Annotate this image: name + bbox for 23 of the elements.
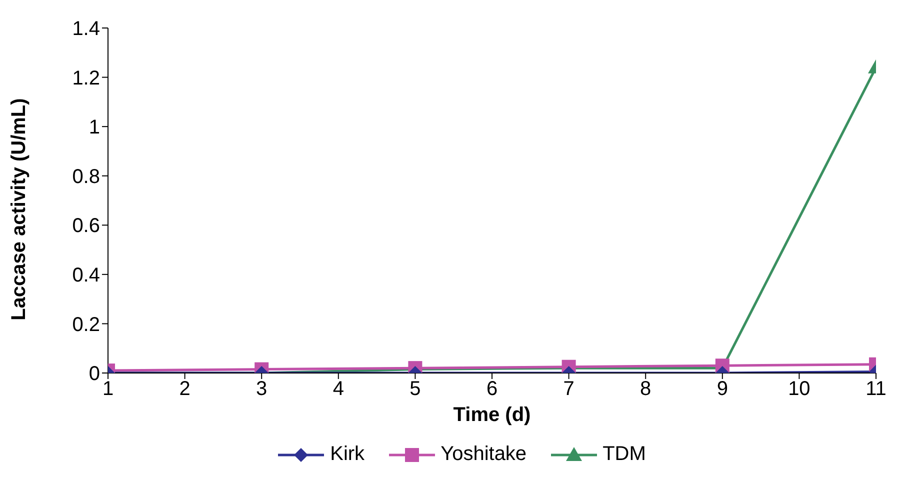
y-tick-label: 0 bbox=[88, 363, 100, 386]
x-tick-label: 4 bbox=[332, 378, 344, 400]
x-tick-label: 11 bbox=[866, 378, 886, 400]
y-tick-label: 1 bbox=[88, 116, 100, 139]
legend-label: TDM bbox=[602, 443, 646, 466]
y-axis-title: Laccase activity (U/mL) bbox=[8, 98, 30, 320]
x-tick-label: 3 bbox=[256, 378, 268, 400]
x-tick-label: 10 bbox=[788, 378, 810, 400]
x-tick-label: 6 bbox=[486, 378, 498, 400]
y-tick-label: 0.6 bbox=[72, 215, 100, 238]
legend-label: Kirk bbox=[330, 443, 365, 466]
x-tick-label: 8 bbox=[640, 378, 652, 400]
legend-label: Yoshitake bbox=[440, 443, 527, 466]
x-tick-label: 9 bbox=[716, 378, 728, 400]
x-tick-label: 2 bbox=[179, 378, 190, 400]
y-tick-label: 1.4 bbox=[72, 18, 100, 40]
x-tick-label: 5 bbox=[410, 378, 421, 400]
y-tick-label: 0.8 bbox=[72, 166, 100, 188]
y-tick-label: 0.4 bbox=[72, 264, 100, 287]
x-tick-label: 7 bbox=[563, 378, 574, 400]
y-tick-label: 1.2 bbox=[72, 67, 100, 90]
x-axis-title: Time (d) bbox=[453, 404, 531, 426]
y-tick-label: 0.2 bbox=[72, 314, 100, 336]
